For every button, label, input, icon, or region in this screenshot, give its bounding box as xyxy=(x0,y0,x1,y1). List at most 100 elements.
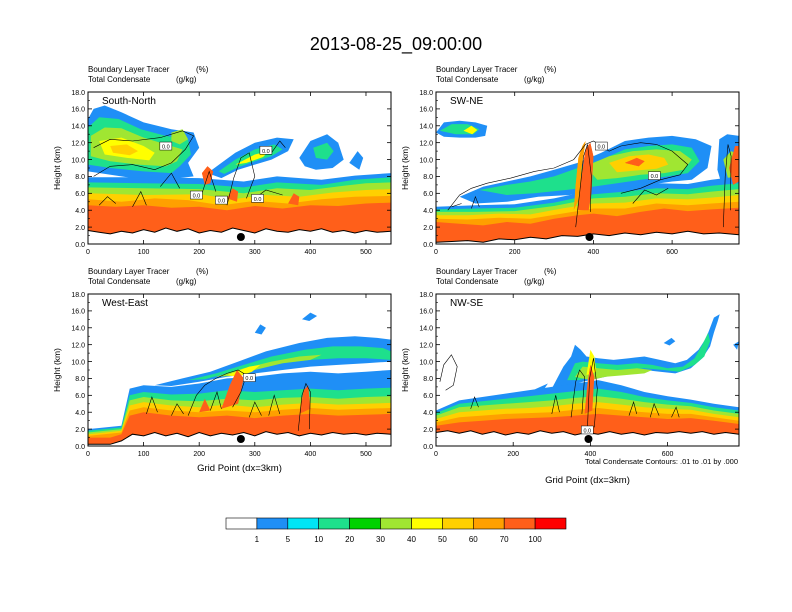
y-tick-label: 16.0 xyxy=(419,107,433,114)
y-tick-label: 6.0 xyxy=(75,393,85,400)
y-tick-label: 0.0 xyxy=(75,242,85,249)
x-axis-label: Grid Point (dx=3km) xyxy=(545,475,630,486)
x-tick-label: 0 xyxy=(86,451,90,458)
x-tick-label: 500 xyxy=(360,249,372,256)
condensate-contour xyxy=(226,152,256,206)
subtitle-tracer-unit: (%) xyxy=(544,65,557,74)
x-tick-label: 200 xyxy=(507,451,519,458)
x-tick-label: 400 xyxy=(305,451,317,458)
y-tick-label: 8.0 xyxy=(423,376,433,383)
condensate-contour xyxy=(570,369,585,418)
tracer-core-level-9 xyxy=(729,146,739,185)
contour-label: 0.0 xyxy=(651,174,659,180)
condensate-contour xyxy=(632,188,669,204)
condensate-contour xyxy=(723,144,732,228)
y-tick-label: 0.0 xyxy=(423,444,433,451)
x-tick-label: 100 xyxy=(138,451,150,458)
y-tick-label: 2.0 xyxy=(423,427,433,434)
colorbar-label: 5 xyxy=(286,535,291,544)
y-tick-label: 12.0 xyxy=(419,342,433,349)
plot-area: 0.0 xyxy=(436,294,739,446)
colorbar-swatch xyxy=(380,517,412,530)
tracer-plume-level-1 xyxy=(349,151,364,170)
colorbar-swatch xyxy=(256,517,289,530)
panel-name: NW-SE xyxy=(450,298,483,309)
y-axis-label: Height (km) xyxy=(400,348,410,392)
x-tick-label: 100 xyxy=(138,249,150,256)
x-axis-label: Grid Point (dx=3km) xyxy=(197,463,282,474)
y-tick-label: 18.0 xyxy=(419,90,433,97)
tracer-core-level-9 xyxy=(288,193,300,206)
condensate-contour xyxy=(160,172,180,189)
tracer-plume-level-6 xyxy=(463,125,478,135)
y-tick-label: 18.0 xyxy=(419,292,433,299)
y-tick-label: 6.0 xyxy=(423,191,433,198)
subtitle-condensate-unit: (g/kg) xyxy=(176,277,197,286)
x-tick-label: 300 xyxy=(249,451,261,458)
panel-name: South-North xyxy=(102,96,156,107)
y-tick-label: 12.0 xyxy=(71,342,85,349)
condensate-contour xyxy=(451,203,462,208)
location-marker xyxy=(236,435,245,443)
subtitle-tracer: Boundary Layer Tracer xyxy=(436,65,518,74)
x-tick-label: 500 xyxy=(360,451,372,458)
subtitle-tracer-unit: (%) xyxy=(196,65,209,74)
colorbar-swatch xyxy=(534,517,567,530)
subtitle-condensate: Total Condensate xyxy=(436,277,499,286)
y-tick-label: 10.0 xyxy=(71,157,85,164)
tracer-plume-level-3 xyxy=(567,332,711,381)
x-tick-label: 400 xyxy=(305,249,317,256)
y-tick-label: 10.0 xyxy=(71,359,85,366)
y-tick-label: 4.0 xyxy=(75,410,85,417)
x-tick-label: 600 xyxy=(662,451,674,458)
y-tick-label: 2.0 xyxy=(75,427,85,434)
location-marker xyxy=(585,233,594,241)
subtitle-condensate: Total Condensate xyxy=(436,75,499,84)
condensate-contour xyxy=(470,396,479,409)
y-tick-label: 0.0 xyxy=(75,444,85,451)
panel-name: West-East xyxy=(102,298,148,309)
tracer-plume-level-1 xyxy=(663,337,676,346)
condensate-contour xyxy=(575,144,592,228)
condensate-contour xyxy=(439,354,458,391)
condensate-contour xyxy=(649,402,660,418)
contour-note: Total Condensate Contours: .01 to .01 by… xyxy=(585,457,738,466)
contour-label-box xyxy=(215,195,228,205)
condensate-contour xyxy=(132,190,147,207)
colorbar-swatch xyxy=(349,517,381,530)
y-tick-label: 14.0 xyxy=(419,326,433,333)
contour-label: 0.0 xyxy=(162,145,170,151)
colorbar-label: 20 xyxy=(345,535,354,544)
tracer-core-level-9 xyxy=(221,370,244,409)
panel-sn: Boundary Layer Tracer (%) Total Condensate… xyxy=(52,65,392,256)
colorbar-swatch xyxy=(225,517,258,530)
y-tick-label: 12.0 xyxy=(71,140,85,147)
contour-label-box xyxy=(595,141,608,151)
x-tick-label: 0 xyxy=(86,249,90,256)
terrain-line xyxy=(88,431,391,445)
subtitle-tracer-unit: (%) xyxy=(196,267,209,276)
x-tick-label: 200 xyxy=(193,451,205,458)
y-tick-label: 16.0 xyxy=(419,309,433,316)
y-tick-label: 16.0 xyxy=(71,107,85,114)
panel-we: Boundary Layer Tracer (%) Total Condensate… xyxy=(52,267,392,474)
y-tick-label: 16.0 xyxy=(71,309,85,316)
y-tick-label: 6.0 xyxy=(75,191,85,198)
subtitle-tracer: Boundary Layer Tracer xyxy=(88,267,170,276)
colorbar-swatch xyxy=(287,517,319,530)
subtitle-tracer: Boundary Layer Tracer xyxy=(436,267,518,276)
location-marker xyxy=(236,233,245,241)
tracer-plume-level-1 xyxy=(254,324,266,335)
colorbar: 1 5 10 20 30 40 50 60 70 100 xyxy=(225,517,567,544)
colorbar-label: 60 xyxy=(469,535,478,544)
contour-label-box xyxy=(648,171,661,180)
condensate-contour xyxy=(551,395,560,414)
x-tick-label: 300 xyxy=(249,249,261,256)
y-tick-label: 4.0 xyxy=(423,410,433,417)
condensate-contour xyxy=(248,401,262,418)
contour-label: 0.0 xyxy=(218,199,226,205)
x-tick-label: 400 xyxy=(588,249,600,256)
condensate-contour xyxy=(93,130,195,177)
panel-name: SW-NE xyxy=(450,96,483,107)
y-axis-label: Height (km) xyxy=(400,146,410,190)
